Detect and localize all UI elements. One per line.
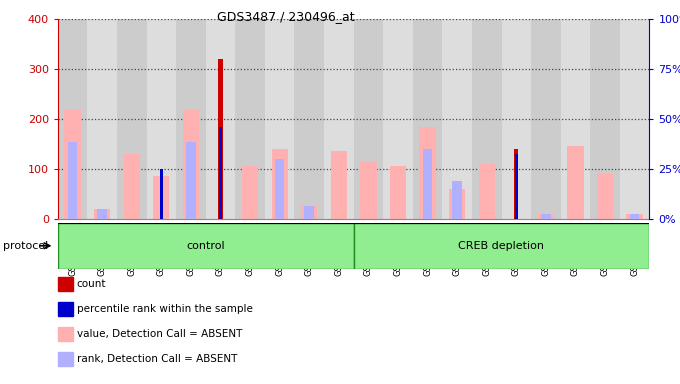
Bar [97,209,107,219]
Bar [186,142,196,219]
Text: control: control [186,241,225,251]
Text: GDS3487 / 230496_at: GDS3487 / 230496_at [217,10,354,23]
Text: CREB depletion: CREB depletion [458,241,545,251]
Bar [514,149,518,219]
Bar [590,19,620,219]
Bar [58,223,354,269]
Bar [218,59,222,219]
Bar [561,19,590,219]
Bar [242,167,258,219]
Bar [423,149,432,219]
Bar [531,19,561,219]
Bar [124,154,140,219]
Bar [65,109,81,219]
Bar [626,214,643,219]
Bar [413,19,442,219]
Bar [630,214,639,219]
Bar [206,19,235,219]
Bar [472,19,502,219]
Bar [153,177,169,219]
Bar [567,147,583,219]
Bar [538,214,554,219]
Bar [324,19,354,219]
Bar [452,182,462,219]
Bar [390,167,406,219]
Bar [219,127,222,219]
Bar [443,19,472,219]
Bar [305,207,314,219]
Bar [354,19,384,219]
Bar [515,154,518,219]
Bar [597,174,613,219]
Bar [58,19,87,219]
Bar [275,159,284,219]
Bar [301,207,318,219]
Bar [117,19,147,219]
Text: count: count [77,279,106,289]
Bar [68,142,78,219]
Text: rank, Detection Call = ABSENT: rank, Detection Call = ABSENT [77,354,237,364]
Bar [265,19,294,219]
Bar [479,164,495,219]
Text: protocol: protocol [3,241,49,251]
Bar [271,149,288,219]
Bar [176,19,206,219]
Text: percentile rank within the sample: percentile rank within the sample [77,304,253,314]
Bar [87,19,117,219]
Bar [420,127,436,219]
Text: value, Detection Call = ABSENT: value, Detection Call = ABSENT [77,329,242,339]
Bar [160,169,163,219]
Bar [235,19,265,219]
Bar [502,19,531,219]
Bar [360,162,377,219]
Bar [384,19,413,219]
Bar [620,19,649,219]
Bar [94,209,110,219]
Bar [294,19,324,219]
Bar [147,19,176,219]
Bar [183,109,199,219]
Bar [541,214,551,219]
Bar [330,152,347,219]
Bar [354,223,649,269]
Bar [449,189,465,219]
